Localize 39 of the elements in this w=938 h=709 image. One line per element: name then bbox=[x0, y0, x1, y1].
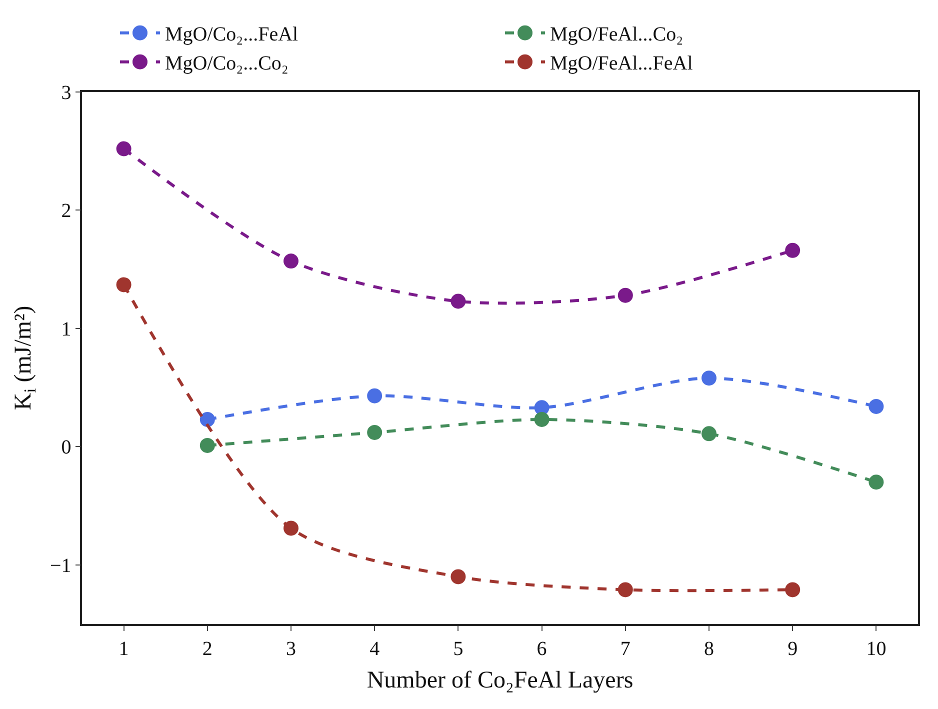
point bbox=[367, 388, 382, 404]
legend-label: MgO/FeAl...Co₂ bbox=[550, 24, 684, 46]
point bbox=[785, 582, 800, 598]
x-tick-label: 3 bbox=[286, 638, 296, 660]
legend-label: MgO/Co₂...Co₂ bbox=[165, 52, 288, 75]
point bbox=[534, 412, 550, 427]
point bbox=[116, 141, 132, 156]
point bbox=[116, 277, 132, 292]
point bbox=[702, 426, 716, 442]
point bbox=[868, 398, 884, 414]
x-axis-title: Number of Co₂FeAl Layers bbox=[366, 668, 634, 694]
x-tick-label: 9 bbox=[788, 638, 798, 660]
legend-label: MgO/Co₂...FeAl bbox=[165, 24, 299, 46]
x-tick-label: 2 bbox=[202, 638, 212, 660]
legend-label: MgO/FeAl...FeAl bbox=[550, 52, 694, 75]
point bbox=[618, 288, 633, 303]
point bbox=[200, 438, 215, 453]
x-tick-label: 6 bbox=[536, 638, 547, 660]
y-tick-label: 1 bbox=[61, 318, 72, 340]
point bbox=[200, 412, 215, 427]
y-tick-label: 2 bbox=[61, 200, 72, 222]
point bbox=[450, 569, 466, 584]
point bbox=[868, 474, 884, 490]
point bbox=[367, 424, 382, 440]
x-tick-label: 5 bbox=[453, 638, 464, 660]
point bbox=[702, 370, 716, 386]
point bbox=[284, 520, 298, 536]
x-tick-label: 1 bbox=[118, 638, 129, 660]
point bbox=[284, 254, 298, 269]
point bbox=[450, 294, 466, 309]
y-tick-label: −1 bbox=[50, 554, 72, 577]
x-tick-label: 10 bbox=[866, 638, 886, 660]
y-tick-label: 0 bbox=[61, 436, 72, 459]
point bbox=[618, 582, 633, 598]
x-tick-label: 7 bbox=[620, 638, 630, 660]
x-tick-label: 4 bbox=[370, 638, 380, 660]
point bbox=[785, 242, 800, 258]
y-tick-label: 3 bbox=[61, 82, 72, 104]
x-tick-label: 8 bbox=[704, 638, 714, 660]
